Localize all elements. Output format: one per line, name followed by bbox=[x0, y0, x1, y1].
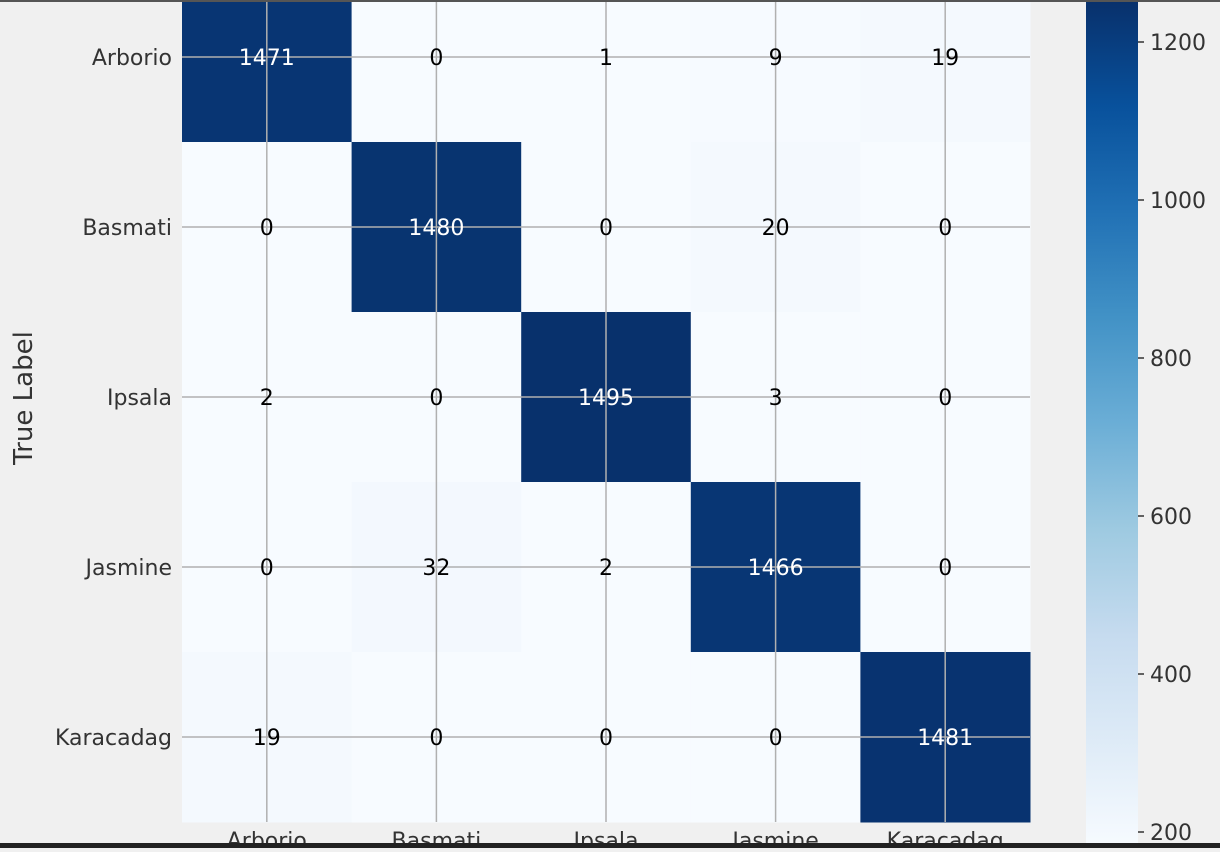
y-tick-2: Ipsala bbox=[107, 386, 172, 411]
colorbar-gradient bbox=[1086, 0, 1138, 848]
cell-label-r0-c2: 1 bbox=[599, 46, 613, 71]
cell-label-r1-c3: 20 bbox=[762, 216, 790, 241]
cell-label-r1-c0: 0 bbox=[260, 216, 274, 241]
gridlines bbox=[182, 0, 1030, 822]
cell-label-r1-c4: 0 bbox=[938, 216, 952, 241]
cbar-tick-3: 800 bbox=[1150, 347, 1192, 372]
y-axis-label: True Label bbox=[9, 331, 39, 466]
cell-label-r3-c2: 2 bbox=[599, 556, 613, 581]
cell-label-r2-c3: 3 bbox=[769, 386, 783, 411]
bottom-border bbox=[0, 843, 1220, 848]
y-tick-1: Basmati bbox=[82, 216, 172, 241]
cell-annotations: 1471 0 1 9 190 1480 0 20 02 0 1495 3 00 32 2 1466 019 0 0 0… bbox=[239, 46, 973, 751]
cell-label-r4-c0: 19 bbox=[253, 726, 281, 751]
cell-label-r4-c2: 0 bbox=[599, 726, 613, 751]
cell-label-r4-c1: 0 bbox=[429, 726, 443, 751]
cell-label-r2-c4: 0 bbox=[938, 386, 952, 411]
cbar-tick-2: 600 bbox=[1150, 505, 1192, 530]
cell-label-r3-c1: 32 bbox=[422, 556, 450, 581]
cell-label-r0-c4: 19 bbox=[931, 46, 959, 71]
cell-label-r3-c4: 0 bbox=[938, 556, 952, 581]
y-tick-0: Arborio bbox=[92, 46, 172, 71]
cell-label-r4-c4: 1481 bbox=[917, 726, 973, 751]
cbar-tick-0: 200 bbox=[1150, 821, 1192, 846]
cell-label-r0-c1: 0 bbox=[429, 46, 443, 71]
y-tick-4: Karacadag bbox=[55, 726, 172, 751]
cell-label-r1-c2: 0 bbox=[599, 216, 613, 241]
cell-label-r2-c1: 0 bbox=[429, 386, 443, 411]
cell-label-r2-c2: 1495 bbox=[578, 386, 634, 411]
cell-label-r0-c3: 9 bbox=[769, 46, 783, 71]
y-tick-3: Jasmine bbox=[84, 556, 172, 581]
top-border bbox=[0, 0, 1220, 2]
cell-label-r2-c0: 2 bbox=[260, 386, 274, 411]
cell-label-r0-c0: 1471 bbox=[239, 46, 295, 71]
cbar-tick-1: 400 bbox=[1150, 663, 1192, 688]
cell-label-r4-c3: 0 bbox=[769, 726, 783, 751]
cell-label-r3-c0: 0 bbox=[260, 556, 274, 581]
y-tick-labels: Arborio Basmati Ipsala Jasmine Karacadag bbox=[55, 46, 172, 751]
cell-label-r3-c3: 1466 bbox=[748, 556, 804, 581]
colorbar-ticks: 200 400 600 800 1000 1200 bbox=[1138, 31, 1206, 846]
colorbar: 200 400 600 800 1000 1200 bbox=[1086, 0, 1206, 848]
cell-label-r1-c1: 1480 bbox=[408, 216, 464, 241]
cbar-tick-4: 1000 bbox=[1150, 189, 1206, 214]
cbar-tick-5: 1200 bbox=[1150, 31, 1206, 56]
